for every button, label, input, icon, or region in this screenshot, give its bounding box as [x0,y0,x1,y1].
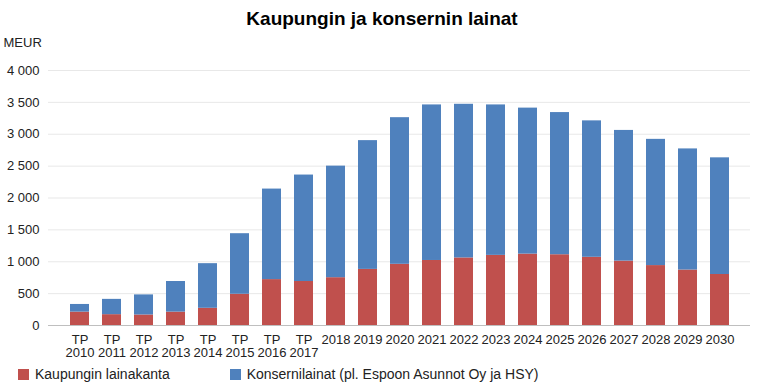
svg-text:TP2011: TP2011 [98,332,126,360]
svg-text:TP2014: TP2014 [194,332,223,360]
svg-text:TP2017: TP2017 [290,332,319,360]
svg-text:1 000: 1 000 [7,254,40,269]
svg-text:500: 500 [18,286,40,301]
svg-text:MEUR: MEUR [4,35,42,50]
svg-text:TP2015: TP2015 [226,332,255,360]
svg-text:2020: 2020 [386,332,415,347]
svg-text:3 500: 3 500 [7,95,40,110]
svg-text:TP2012: TP2012 [130,332,159,360]
svg-text:2027: 2027 [610,332,639,347]
svg-text:2021: 2021 [418,332,447,347]
svg-text:TP2010: TP2010 [66,332,95,360]
html-text:Konsernilainat (pl. Espoon Asu: Konsernilainat (pl. Espoon Asunnot Oy ja… [246,366,539,382]
svg-text:2028: 2028 [642,332,671,347]
svg-text:2024: 2024 [514,332,543,347]
svg-text:2025: 2025 [546,332,575,347]
svg-text:2018: 2018 [322,332,351,347]
svg-text:3 000: 3 000 [7,126,40,141]
svg-text:2023: 2023 [482,332,511,347]
svg-text:2026: 2026 [578,332,607,347]
svg-text:2029: 2029 [674,332,703,347]
svg-text:2019: 2019 [354,332,383,347]
svg-text:2030: 2030 [706,332,735,347]
svg-text:1 500: 1 500 [7,222,40,237]
svg-text:2022: 2022 [450,332,479,347]
html-text:Kaupungin lainakanta: Kaupungin lainakanta [35,366,170,382]
svg-text:TP2013: TP2013 [162,332,191,360]
svg-text:4 000: 4 000 [7,63,40,78]
html-text:Kaupungin ja konsernin lainat: Kaupungin ja konsernin lainat [246,8,518,29]
svg-text:0: 0 [32,318,39,333]
svg-text:2 500: 2 500 [7,158,40,173]
svg-text:2 000: 2 000 [7,190,40,205]
svg-text:TP2016: TP2016 [258,332,287,360]
